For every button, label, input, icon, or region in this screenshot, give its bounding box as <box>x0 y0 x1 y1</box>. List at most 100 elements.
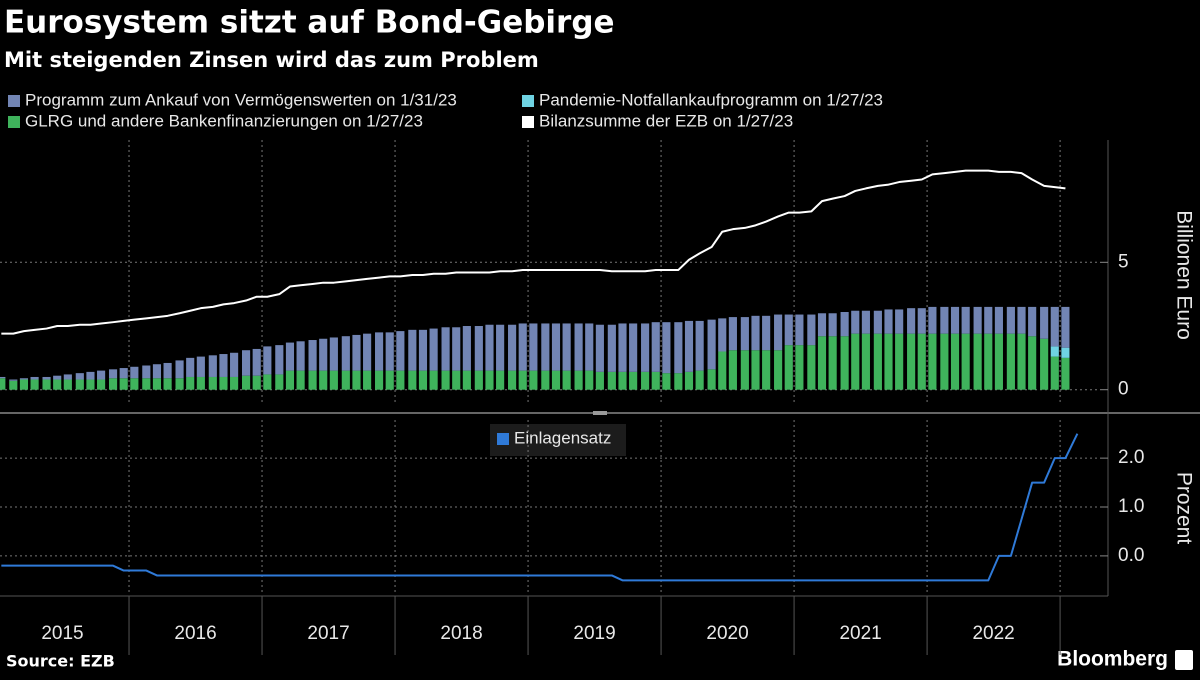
bar <box>308 340 317 371</box>
bar <box>1050 306 1059 347</box>
bar <box>186 376 195 390</box>
bar <box>1050 346 1059 357</box>
y-tick-label: 0 <box>1118 379 1129 400</box>
bar <box>441 370 450 390</box>
bar <box>707 369 716 390</box>
bar <box>695 370 704 390</box>
x-tick-label: 2021 <box>839 623 881 644</box>
bar <box>319 338 328 371</box>
bar <box>551 323 561 371</box>
bar <box>441 327 450 371</box>
bar <box>329 370 338 390</box>
bar <box>30 379 39 390</box>
bar <box>607 324 616 372</box>
bar <box>385 332 394 371</box>
bar <box>296 341 305 371</box>
bar <box>851 310 860 334</box>
brand: Bloomberg <box>1057 648 1168 671</box>
bar <box>130 378 139 390</box>
bar <box>242 350 251 376</box>
bar <box>163 378 172 390</box>
bar <box>518 370 527 390</box>
bar <box>496 324 505 371</box>
bar <box>152 378 162 390</box>
bar <box>973 333 982 390</box>
bar <box>984 333 993 390</box>
bar <box>242 375 251 390</box>
x-tick-label: 2022 <box>972 623 1014 644</box>
bar <box>607 371 616 390</box>
bar <box>329 337 338 371</box>
bar <box>53 375 62 380</box>
bar <box>462 370 471 390</box>
bar <box>108 369 118 379</box>
bar <box>950 333 960 390</box>
bar <box>751 350 760 390</box>
plot-layer: 0 5 Billionen Euro Programm zum Ankauf von … <box>0 90 1195 655</box>
bar <box>1050 356 1059 390</box>
bar <box>496 370 505 390</box>
bar <box>385 370 394 390</box>
bar <box>851 333 860 390</box>
bar <box>994 333 1003 390</box>
bar <box>907 333 916 390</box>
bar <box>219 376 228 390</box>
bar <box>252 375 261 390</box>
bar <box>740 350 749 390</box>
legend-swatch <box>522 116 534 128</box>
bar <box>895 333 904 390</box>
bar <box>684 371 694 390</box>
bar <box>784 314 793 346</box>
y-tick-label: 1.0 <box>1118 496 1144 517</box>
x-tick-label: 2018 <box>440 623 482 644</box>
bar <box>641 371 650 390</box>
bar <box>762 315 771 351</box>
chart-title: Eurosystem sitzt auf Bond-Gebirge <box>4 5 615 41</box>
bar <box>19 379 29 390</box>
bar <box>341 370 350 390</box>
bar <box>175 360 184 379</box>
bar <box>175 378 184 390</box>
legend-swatch <box>497 433 509 445</box>
bar <box>285 342 295 371</box>
bar <box>86 379 95 390</box>
x-tick-label: 2017 <box>307 623 349 644</box>
bar <box>961 333 970 390</box>
y-tick-label: 0.0 <box>1118 545 1144 566</box>
divider-handle <box>593 411 607 415</box>
bar <box>840 336 849 390</box>
bar <box>352 334 361 371</box>
bar <box>928 333 937 390</box>
bar <box>163 362 172 379</box>
bar <box>662 373 671 390</box>
bar <box>618 323 627 372</box>
legend-box <box>490 424 626 456</box>
legend-label: Bilanzsumme der EZB on 1/27/23 <box>539 111 793 130</box>
bar <box>375 332 384 371</box>
bar <box>973 306 982 334</box>
bar <box>485 370 494 390</box>
bar <box>429 328 438 371</box>
bar <box>541 370 550 390</box>
bar <box>629 371 638 390</box>
bar <box>1061 357 1070 390</box>
bar <box>807 314 816 346</box>
bar <box>418 329 428 371</box>
bar <box>429 370 438 390</box>
bar <box>774 350 783 390</box>
bar <box>751 315 760 351</box>
bar <box>907 308 916 334</box>
bar <box>740 317 749 351</box>
bar <box>0 376 6 379</box>
legend-swatch <box>522 95 534 107</box>
bar <box>142 378 151 390</box>
bar <box>196 376 205 390</box>
bar <box>30 376 39 380</box>
bar <box>873 310 882 334</box>
bar <box>1061 347 1070 358</box>
bar <box>19 378 29 380</box>
bar <box>474 370 483 390</box>
bar <box>718 318 727 352</box>
bar <box>1040 306 1049 339</box>
